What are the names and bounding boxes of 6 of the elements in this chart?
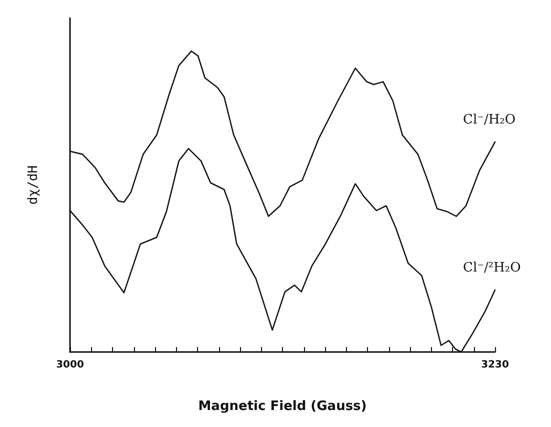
- series-label: Cl⁻/H₂O: [463, 112, 516, 128]
- y-axis-title: dχ/dH: [26, 165, 41, 205]
- x-tick-label: 3230: [481, 360, 509, 370]
- series-label: Cl⁻/²H₂O: [463, 260, 521, 276]
- x-axis-title: Magnetic Field (Gauss): [198, 399, 367, 414]
- x-tick-label: 3000: [56, 360, 84, 370]
